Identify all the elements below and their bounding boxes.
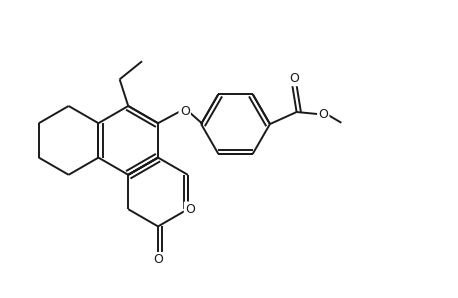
Text: O: O bbox=[318, 108, 328, 121]
Text: O: O bbox=[153, 254, 163, 266]
Text: O: O bbox=[185, 203, 195, 216]
Text: O: O bbox=[289, 72, 300, 85]
Text: O: O bbox=[180, 105, 190, 118]
